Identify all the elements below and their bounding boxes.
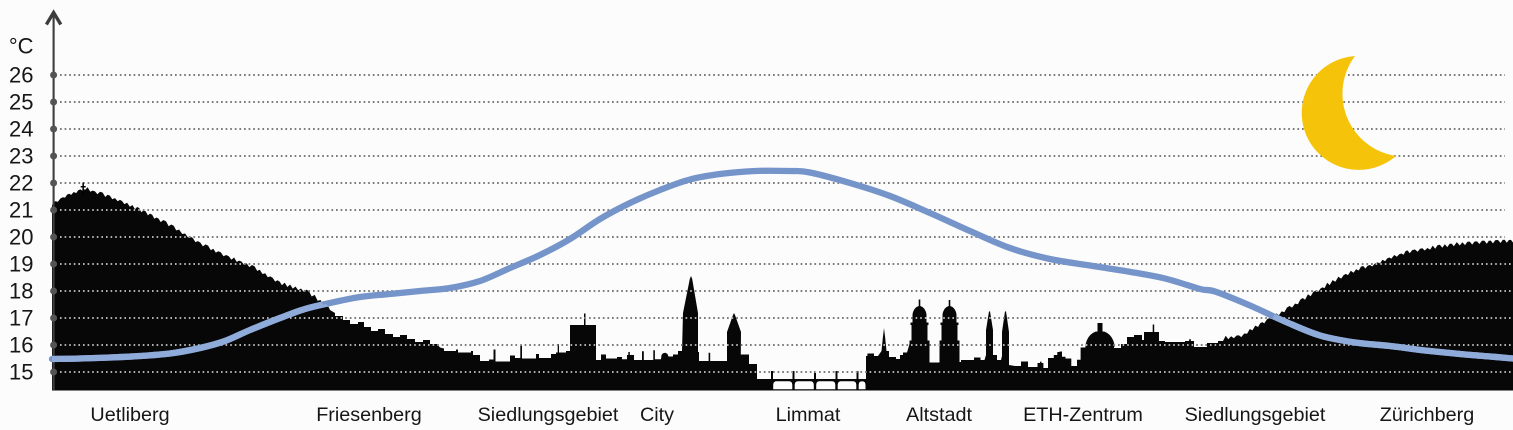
svg-text:19: 19	[9, 251, 33, 276]
svg-text:25: 25	[9, 89, 33, 114]
svg-text:17: 17	[9, 305, 33, 330]
svg-text:Uetliberg: Uetliberg	[90, 404, 169, 426]
svg-text:°C: °C	[9, 34, 34, 59]
svg-text:Siedlungsgebiet: Siedlungsgebiet	[1185, 404, 1326, 426]
svg-text:20: 20	[9, 224, 33, 249]
svg-text:15: 15	[9, 359, 33, 384]
svg-text:Friesenberg: Friesenberg	[316, 404, 422, 426]
svg-text:City: City	[640, 404, 674, 426]
svg-text:21: 21	[9, 197, 33, 222]
svg-text:22: 22	[9, 170, 33, 195]
svg-text:ETH-Zentrum: ETH-Zentrum	[1023, 404, 1143, 426]
svg-text:Siedlungsgebiet: Siedlungsgebiet	[478, 404, 619, 426]
svg-text:18: 18	[9, 278, 33, 303]
svg-text:Zürichberg: Zürichberg	[1380, 404, 1475, 426]
svg-text:26: 26	[9, 62, 33, 87]
svg-text:Altstadt: Altstadt	[906, 404, 972, 426]
svg-text:24: 24	[9, 116, 33, 141]
svg-text:Limmat: Limmat	[776, 404, 841, 426]
svg-text:16: 16	[9, 332, 33, 357]
svg-text:23: 23	[9, 143, 33, 168]
